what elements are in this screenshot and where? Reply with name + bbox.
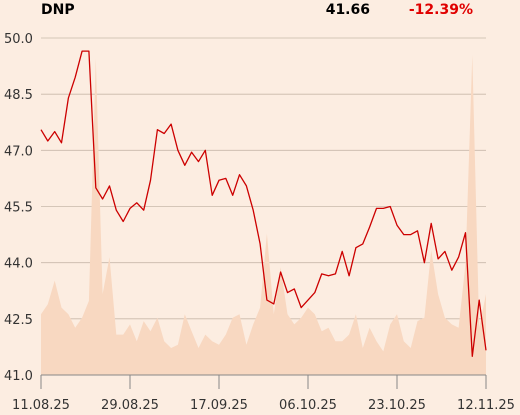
y-tick-label: 48.5 [4, 88, 33, 103]
x-tick-label: 12.11.25 [457, 398, 515, 413]
y-tick-label: 44.0 [4, 257, 33, 272]
price-change-percent: -12.39% [408, 2, 473, 18]
chart-header: DNP 41.66 -12.39% [0, 0, 520, 24]
ticker-symbol: DNP [41, 2, 75, 18]
x-tick-label: 29.08.25 [101, 398, 159, 413]
y-tick-label: 45.5 [4, 201, 33, 216]
y-tick-label: 50.0 [4, 32, 33, 47]
y-tick-label: 41.0 [4, 369, 33, 384]
x-tick-label: 17.09.25 [190, 398, 248, 413]
last-price: 41.66 [325, 2, 370, 18]
x-tick-label: 23.10.25 [368, 398, 426, 413]
x-tick-label: 11.08.25 [12, 398, 70, 413]
volume-area [41, 54, 486, 376]
price-line [40, 50, 487, 357]
y-tick-label: 42.5 [4, 313, 33, 328]
x-tick-label: 06.10.25 [279, 398, 337, 413]
y-tick-label: 47.0 [4, 144, 33, 159]
